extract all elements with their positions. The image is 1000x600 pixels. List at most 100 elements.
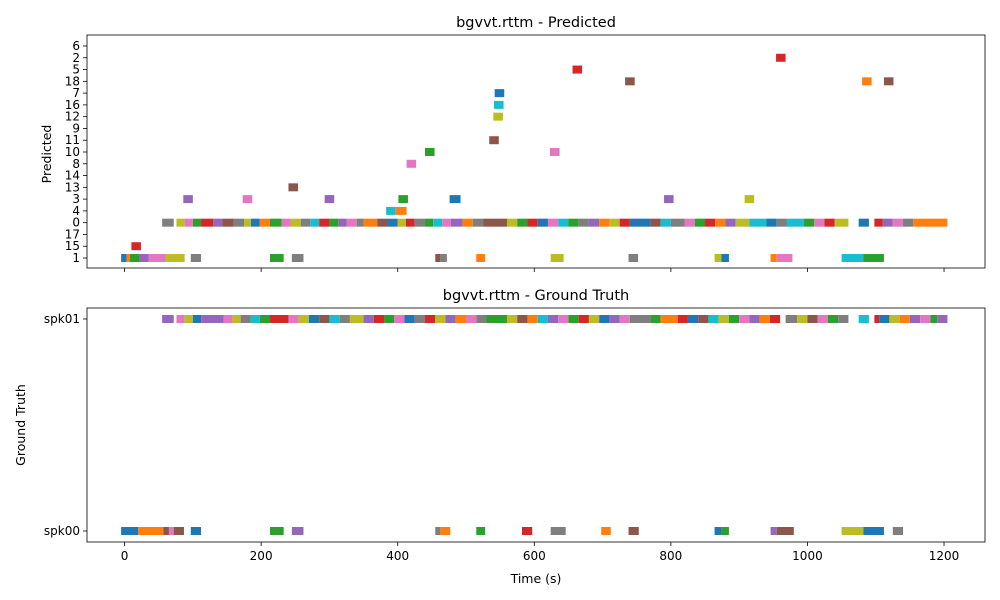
predicted-segment [715, 218, 726, 227]
predicted-segment [625, 77, 635, 86]
predicted-segment [176, 218, 185, 227]
ground-truth-plot-frame [86, 307, 986, 543]
predicted-segment [130, 254, 140, 262]
ground-truth-segment [879, 315, 890, 323]
predicted-segment [786, 218, 805, 227]
ground-truth-segment [568, 315, 579, 323]
ground-truth-segment [547, 315, 559, 323]
predicted-segment [883, 77, 894, 86]
predicted-segments [121, 53, 948, 262]
ground-truth-segment [414, 315, 426, 323]
predicted-segment [387, 218, 398, 227]
ground-truth-x-tick-label: 1200 [929, 549, 960, 563]
ground-truth-segment [373, 315, 385, 323]
ground-truth-segment [288, 315, 299, 323]
predicted-segment [363, 218, 378, 227]
ground-truth-segment [522, 527, 533, 535]
ground-truth-segment [728, 315, 740, 323]
ground-truth-segment [785, 315, 798, 323]
ground-truth-segment [486, 315, 507, 323]
predicted-segment [721, 254, 729, 262]
ground-truth-segment [769, 315, 781, 323]
ground-truth-x-tick-label: 400 [386, 549, 409, 563]
ground-truth-segment [749, 315, 760, 323]
predicted-segment [425, 148, 435, 156]
predicted-segment [462, 218, 473, 227]
ground-truth-segment [384, 315, 395, 323]
predicted-segment [395, 206, 407, 215]
predicted-segment [233, 218, 245, 227]
predicted-segment [190, 254, 202, 262]
ground-truth-segment [308, 315, 320, 323]
predicted-segment [300, 218, 311, 227]
ground-truth-segment [445, 315, 456, 323]
predicted-segment [405, 218, 415, 227]
ground-truth-segment [250, 315, 260, 323]
ground-truth-segment [858, 315, 869, 323]
ground-truth-segment [138, 527, 164, 535]
predicted-y-tick-label: 12 [65, 110, 80, 124]
predicted-segment [281, 218, 291, 227]
predicted-segment [494, 100, 504, 109]
ground-truth-segment [240, 315, 251, 323]
ground-truth-x-tick-label: 600 [523, 549, 546, 563]
ground-truth-segment [838, 315, 849, 323]
ground-truth-segment [650, 315, 661, 323]
predicted-segment [139, 254, 149, 262]
ground-truth-segment [776, 527, 794, 535]
predicted-segment [398, 195, 408, 204]
predicted-segment [288, 183, 299, 192]
predicted-segment [550, 148, 560, 156]
predicted-segment [882, 218, 893, 227]
predicted-y-tick-label: 0 [72, 216, 80, 230]
predicted-y-tick-label: 14 [65, 169, 80, 183]
predicted-segment [705, 218, 716, 227]
predicted-segment [725, 218, 736, 227]
ground-truth-segment [435, 527, 441, 535]
ground-truth-x-tick-label: 200 [250, 549, 273, 563]
predicted-y-tick-label: 15 [65, 239, 80, 253]
ground-truth-segment [176, 315, 185, 323]
ground-truth-segment [807, 315, 818, 323]
ground-truth-segment [841, 527, 864, 535]
predicted-segment [862, 77, 872, 86]
predicted-plot-frame [86, 34, 986, 269]
predicted-segment [744, 195, 755, 204]
predicted-segment [310, 218, 320, 227]
predicted-y-tick-label: 17 [65, 227, 80, 241]
ground-truth-segment [698, 315, 709, 323]
predicted-segment [547, 218, 559, 227]
predicted-segment [913, 218, 948, 227]
predicted-segment [766, 218, 777, 227]
predicted-segment [863, 254, 884, 262]
ground-truth-segment [319, 315, 330, 323]
predicted-segment [433, 218, 443, 227]
predicted-y-tick-label: 6 [72, 39, 80, 53]
predicted-segment [694, 218, 706, 227]
ground-truth-segment [708, 315, 719, 323]
predicted-segment [841, 254, 864, 262]
ground-truth-segment [329, 315, 340, 323]
predicted-segment [494, 89, 505, 98]
ground-truth-segment [827, 315, 839, 323]
ground-truth-segment [930, 315, 938, 323]
predicted-y-tick-label: 3 [72, 192, 80, 206]
ground-truth-segment [476, 315, 487, 323]
ground-truth-segment [601, 527, 611, 535]
predicted-y-tick-label: 7 [72, 86, 80, 100]
ground-truth-segment [435, 315, 446, 323]
predicted-segment [670, 218, 685, 227]
predicted-segment [650, 218, 661, 227]
predicted-segment [493, 112, 503, 121]
predicted-segment [450, 218, 463, 227]
ground-truth-segment [920, 315, 931, 323]
ground-truth-segment [270, 527, 284, 535]
predicted-segment [578, 218, 589, 227]
ground-truth-panel: bgvvt.rttm - Ground Truth Ground Truth T… [13, 288, 986, 586]
ground-truth-segment [404, 315, 415, 323]
ground-truth-x-ticks: 0 200 400 600 800 1000 1200 [121, 542, 960, 563]
ground-truth-segment [770, 527, 777, 535]
predicted-segment [338, 218, 347, 227]
predicted-segment [377, 218, 388, 227]
predicted-segment [414, 218, 426, 227]
